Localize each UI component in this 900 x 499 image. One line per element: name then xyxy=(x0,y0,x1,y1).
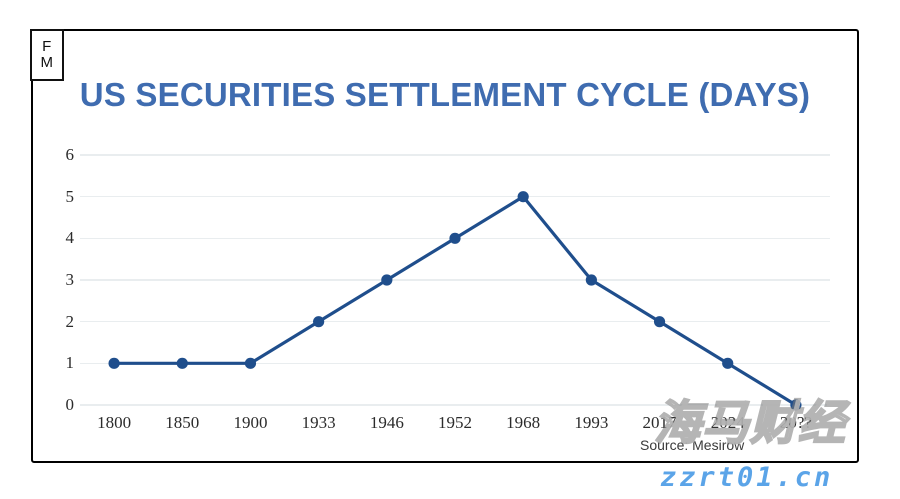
fm-logo-badge: F M xyxy=(30,29,64,81)
page-title: US SECURITIES SETTLEMENT CYCLE (DAYS) xyxy=(79,76,811,113)
x-axis-tick-label: 1850 xyxy=(165,413,200,432)
chart-card-frame xyxy=(31,29,859,463)
logo-letter-top: F xyxy=(42,38,52,56)
chart-series-svg xyxy=(108,191,802,411)
data-point-marker xyxy=(517,191,529,203)
x-axis-tick-label: 1968 xyxy=(506,413,541,432)
data-point-marker xyxy=(313,316,325,328)
gridline xyxy=(80,279,830,281)
data-point-marker xyxy=(449,232,461,244)
chart-plot-wrapper: 0 1 2 3 4 5 6 1800 1850 1900 1933 1946 1952 1968 1993… xyxy=(31,130,859,432)
data-point-marker xyxy=(653,316,666,328)
logo-letter-bottom: M xyxy=(40,54,54,71)
x-axis-tick-label: 1993 xyxy=(574,413,609,432)
data-point-marker xyxy=(722,357,734,369)
data-point-marker xyxy=(790,399,802,411)
data-point-marker xyxy=(381,274,393,286)
y-axis-tick-label: 0 xyxy=(65,395,75,414)
y-axis-tick-label: 5 xyxy=(65,186,75,206)
x-axis-tick-label: 2024 xyxy=(710,413,745,432)
x-axis-tick-label: 1946 xyxy=(369,413,404,432)
source-note: Source: Mesirow xyxy=(640,437,745,453)
data-point-marker xyxy=(244,357,257,369)
y-axis-tick-label: 6 xyxy=(65,145,75,164)
gridline xyxy=(80,362,830,365)
x-axis-tick-label: 1933 xyxy=(301,413,336,432)
watermark-url-text: zzrt01.cn xyxy=(660,462,834,493)
data-point-marker xyxy=(585,274,597,286)
x-axis-tick-label: 1900 xyxy=(233,413,268,432)
y-axis-tick-label: 4 xyxy=(65,228,75,248)
data-point-marker xyxy=(108,357,120,369)
x-axis-tick-label: 1952 xyxy=(438,413,472,432)
gridline xyxy=(80,195,830,198)
series-line xyxy=(112,195,798,407)
x-axis-tick-label: 20?? xyxy=(779,413,812,432)
data-point-marker xyxy=(176,357,188,369)
x-axis-tick-label: 1800 xyxy=(97,413,132,432)
y-axis-tick-label: 3 xyxy=(65,270,75,289)
chart-plot-area: 0 1 2 3 4 5 6 1800 1850 1900 1933 1946 1952 1968 1993… xyxy=(66,145,830,432)
x-axis-tick-label: 2017 xyxy=(642,413,677,432)
gridline xyxy=(80,154,830,156)
gridline xyxy=(80,320,830,323)
gridline xyxy=(80,404,830,406)
y-axis-tick-label: 2 xyxy=(65,311,75,331)
y-axis-tick-label: 1 xyxy=(65,353,75,373)
